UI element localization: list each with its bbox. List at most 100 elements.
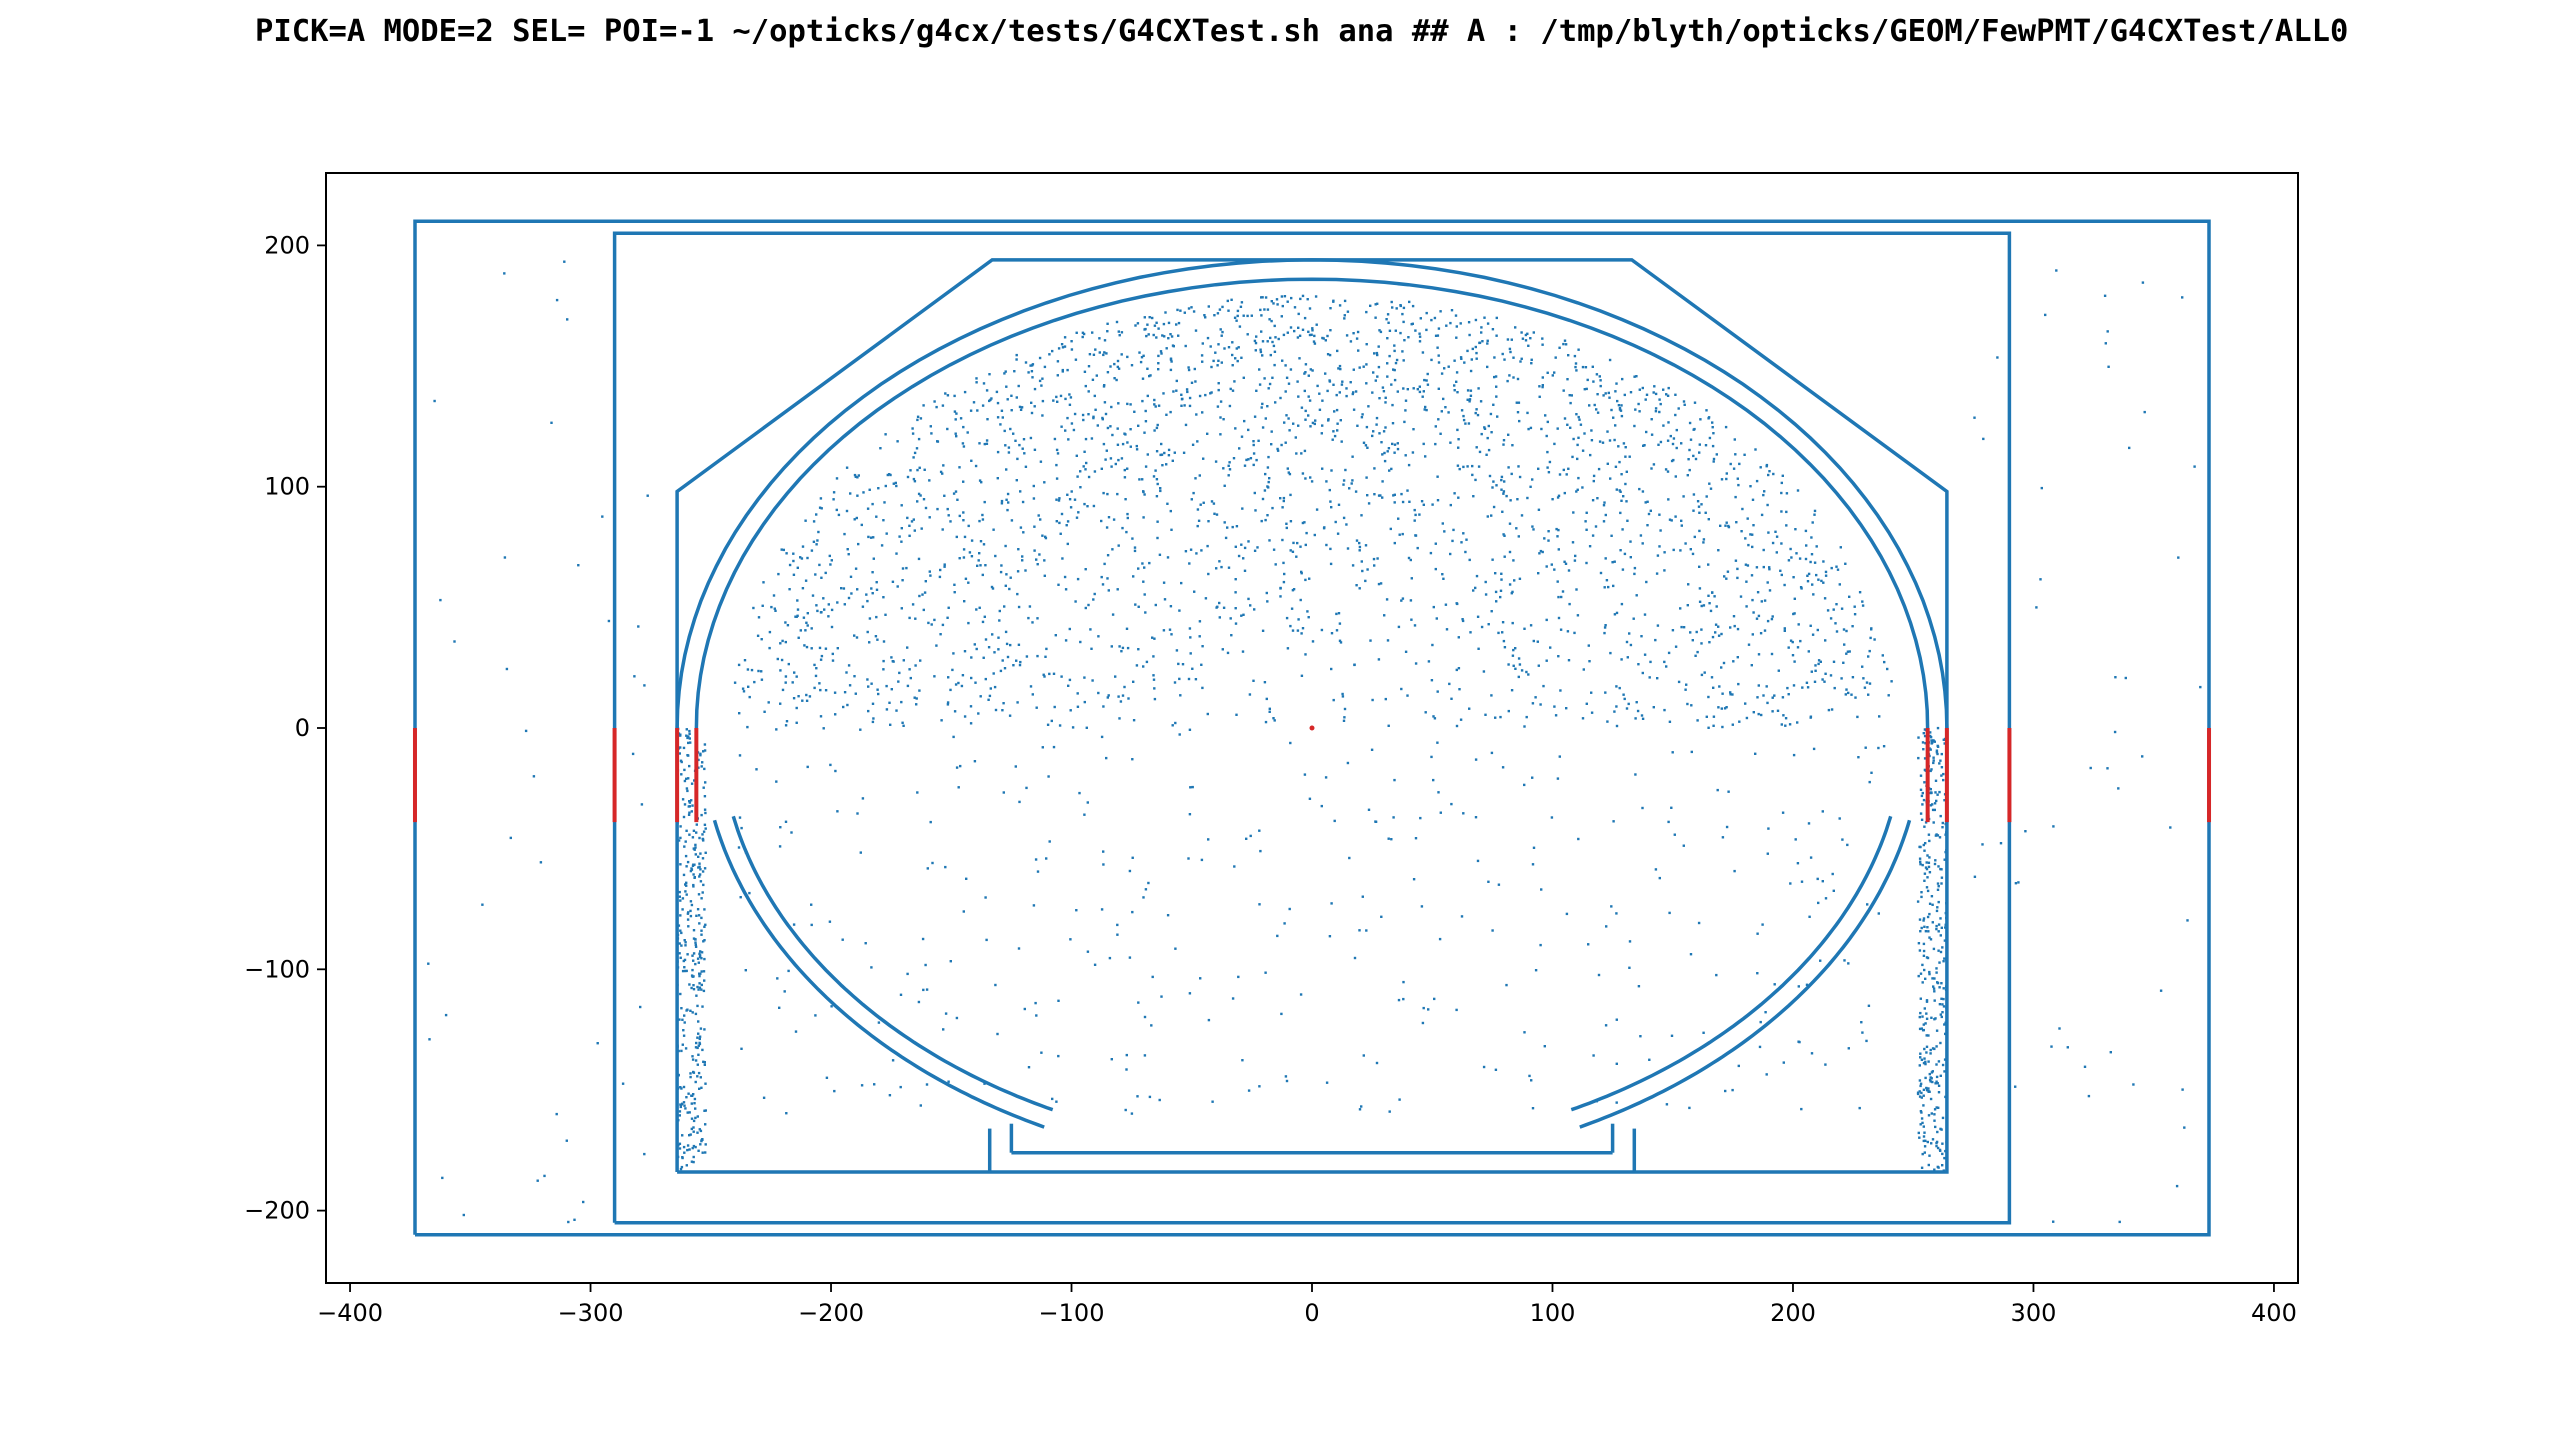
- photon-point: [1199, 503, 1202, 506]
- photon-point: [1419, 317, 1422, 320]
- photon-point: [1873, 638, 1876, 641]
- photon-point: [890, 688, 893, 691]
- photon-point: [697, 855, 700, 858]
- photon-point: [1373, 564, 1376, 567]
- photon-point: [1688, 1106, 1691, 1110]
- photon-point: [1557, 548, 1560, 551]
- photon-point: [1194, 678, 1198, 681]
- photon-point: [1537, 508, 1541, 511]
- photon-point: [2183, 1126, 2186, 1129]
- photon-point: [1926, 956, 1930, 960]
- photon-point: [1541, 376, 1544, 379]
- photon-point: [1469, 394, 1473, 397]
- photon-point: [700, 813, 703, 817]
- photon-point: [1399, 331, 1402, 335]
- photon-point: [690, 799, 693, 802]
- photon-point: [1120, 650, 1123, 653]
- photon-point: [788, 588, 791, 591]
- photon-point: [690, 1102, 693, 1105]
- photon-point: [700, 765, 703, 768]
- photon-point: [1197, 519, 1201, 522]
- photon-point: [1541, 337, 1544, 340]
- photon-point: [1783, 583, 1786, 587]
- photon-point: [986, 418, 989, 421]
- photon-point: [1374, 303, 1377, 306]
- photon-point: [1228, 461, 1231, 464]
- photon-point: [954, 432, 957, 435]
- photon-point: [1926, 854, 1929, 857]
- outline-arc: [1579, 819, 1912, 1129]
- photon-point: [1332, 300, 1335, 303]
- photon-point: [1386, 362, 1389, 365]
- photon-point: [1766, 581, 1769, 584]
- photon-point: [1300, 452, 1303, 455]
- photon-point: [1051, 1097, 1054, 1101]
- photon-point: [1603, 501, 1606, 504]
- photon-point: [1164, 311, 1167, 314]
- photon-point: [1117, 330, 1120, 333]
- photon-point: [1046, 723, 1050, 726]
- photon-point: [1604, 392, 1607, 395]
- photon-point: [2035, 606, 2038, 609]
- photon-point: [958, 466, 961, 469]
- photon-point: [1474, 816, 1478, 819]
- photon-point: [1114, 462, 1117, 466]
- photon-point: [1388, 354, 1391, 358]
- photon-point: [1793, 612, 1796, 615]
- photon-point: [1614, 424, 1617, 427]
- photon-point: [1688, 468, 1691, 472]
- photon-point: [1143, 1015, 1147, 1019]
- photon-point: [1787, 646, 1790, 649]
- photon-point: [694, 843, 697, 847]
- photon-point: [1502, 490, 1506, 493]
- photon-point: [1785, 492, 1789, 495]
- photon-point: [879, 447, 882, 450]
- photon-point: [1573, 631, 1576, 635]
- photon-point: [868, 617, 872, 620]
- photon-point: [690, 782, 694, 785]
- photon-point: [933, 618, 936, 622]
- photon-point: [1508, 374, 1511, 377]
- photon-point: [1869, 636, 1872, 640]
- photon-point: [1320, 628, 1324, 632]
- photon-point: [1217, 388, 1220, 392]
- photon-point: [1226, 299, 1229, 303]
- photon-point: [1637, 402, 1640, 406]
- photon-point: [1433, 316, 1437, 320]
- photon-point: [1704, 444, 1708, 447]
- photon-point: [695, 1041, 698, 1045]
- x-tick-label: 400: [2251, 1299, 2297, 1327]
- photon-point: [770, 605, 773, 609]
- photon-point: [1518, 577, 1522, 580]
- photon-point: [1333, 434, 1337, 438]
- photon-point: [1270, 300, 1273, 303]
- photon-point: [1628, 455, 1631, 458]
- photon-point: [847, 664, 851, 667]
- photon-point: [1618, 489, 1621, 492]
- photon-point: [993, 685, 997, 689]
- photon-point: [1338, 304, 1342, 307]
- photon-point: [954, 418, 957, 421]
- photon-point: [1223, 484, 1226, 487]
- photon-point: [1540, 888, 1543, 891]
- photon-point: [928, 570, 931, 573]
- photon-point: [1434, 334, 1438, 337]
- photon-point: [1755, 479, 1759, 483]
- photon-point: [1437, 791, 1440, 794]
- photon-point: [1035, 706, 1038, 709]
- photon-point: [933, 675, 936, 678]
- photon-point: [453, 640, 456, 643]
- photon-point: [1124, 1108, 1127, 1112]
- photon-point: [1169, 605, 1173, 608]
- photon-point: [1531, 478, 1534, 481]
- photon-point: [1763, 629, 1767, 632]
- photon-point: [1314, 295, 1318, 298]
- photon-point: [970, 676, 973, 680]
- photon-point: [1093, 592, 1096, 596]
- photon-point: [1403, 420, 1406, 424]
- photon-point: [1652, 706, 1655, 709]
- photon-point: [1369, 304, 1372, 307]
- photon-point: [1459, 718, 1463, 721]
- photon-point: [914, 617, 917, 620]
- photon-point: [1385, 318, 1388, 321]
